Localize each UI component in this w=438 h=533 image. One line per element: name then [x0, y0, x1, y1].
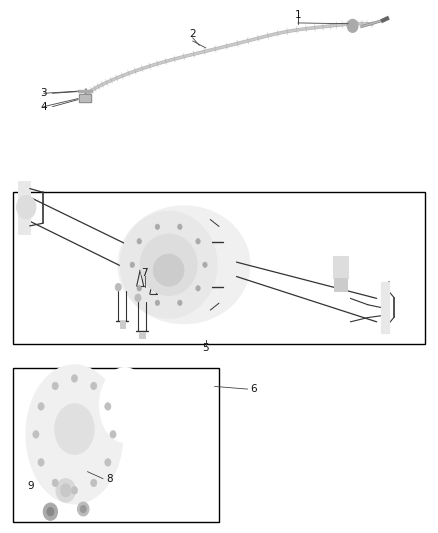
Circle shape — [196, 239, 200, 244]
Circle shape — [347, 20, 358, 32]
Bar — [381, 282, 389, 333]
Ellipse shape — [118, 206, 250, 324]
Bar — [78, 89, 93, 93]
Circle shape — [155, 224, 159, 229]
Circle shape — [135, 294, 141, 302]
Circle shape — [91, 479, 97, 487]
Bar — [13, 368, 219, 522]
Bar — [212, 241, 223, 289]
Bar — [12, 173, 22, 242]
Text: 7: 7 — [141, 268, 148, 278]
Circle shape — [178, 224, 182, 229]
Circle shape — [71, 487, 78, 494]
Ellipse shape — [140, 234, 197, 295]
Circle shape — [178, 300, 182, 305]
Circle shape — [105, 403, 111, 410]
Bar — [139, 332, 145, 338]
Bar — [78, 94, 92, 102]
Ellipse shape — [100, 368, 150, 442]
Text: 1: 1 — [294, 10, 301, 20]
Circle shape — [60, 484, 71, 497]
Ellipse shape — [153, 254, 184, 286]
Circle shape — [105, 458, 111, 466]
Circle shape — [203, 262, 207, 268]
Circle shape — [78, 502, 89, 516]
Bar — [18, 181, 30, 234]
Ellipse shape — [55, 404, 94, 454]
Bar — [80, 95, 90, 101]
Circle shape — [130, 262, 134, 268]
Circle shape — [43, 503, 57, 520]
Bar — [334, 278, 347, 292]
Circle shape — [91, 382, 97, 390]
Bar — [333, 256, 348, 278]
Circle shape — [80, 505, 86, 513]
Circle shape — [110, 431, 116, 438]
Text: 4: 4 — [40, 102, 47, 111]
Circle shape — [38, 403, 44, 410]
Circle shape — [33, 431, 39, 438]
Circle shape — [52, 479, 58, 487]
Circle shape — [56, 479, 75, 502]
Text: 6: 6 — [251, 384, 258, 394]
Circle shape — [137, 239, 141, 244]
Circle shape — [137, 286, 141, 291]
Ellipse shape — [26, 365, 123, 504]
Circle shape — [52, 382, 58, 390]
Text: 9: 9 — [27, 481, 34, 491]
Ellipse shape — [120, 212, 217, 318]
Circle shape — [38, 458, 44, 466]
Circle shape — [17, 196, 36, 219]
Bar — [79, 94, 91, 102]
Bar — [13, 192, 425, 344]
Text: 3: 3 — [40, 88, 47, 98]
Circle shape — [196, 286, 200, 291]
Circle shape — [71, 375, 78, 382]
Bar — [78, 90, 92, 92]
Text: 8: 8 — [106, 474, 113, 483]
Text: 2: 2 — [189, 29, 196, 39]
Bar — [120, 321, 125, 328]
Text: 5: 5 — [202, 343, 209, 352]
Circle shape — [155, 300, 159, 305]
Circle shape — [115, 284, 121, 291]
Circle shape — [47, 507, 54, 516]
